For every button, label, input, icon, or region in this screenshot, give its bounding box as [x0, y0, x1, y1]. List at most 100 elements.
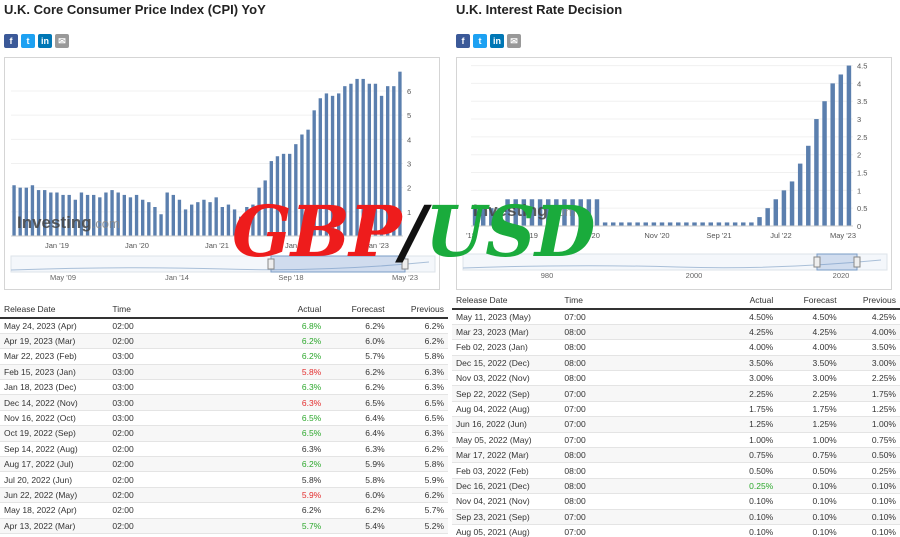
y-tick-label: 4.5	[857, 62, 867, 71]
chart-bar	[141, 199, 145, 236]
chart-bar	[24, 187, 28, 236]
forecast-cell: 1.25%	[777, 416, 841, 433]
actual-cell: 6.8%	[261, 318, 326, 334]
col-actual[interactable]: Actual	[261, 301, 326, 319]
table-row[interactable]: Feb 15, 2023 (Jan) 03:00 5.8% 6.2% 6.3%	[0, 364, 448, 381]
table-row[interactable]: Aug 04, 2022 (Aug) 07:00 1.75% 1.75% 1.25%	[452, 401, 900, 418]
table-row[interactable]: May 05, 2022 (May) 07:00 1.00% 1.00% 0.75%	[452, 432, 900, 449]
table-row[interactable]: Nov 16, 2022 (Oct) 03:00 6.5% 6.4% 6.5%	[0, 410, 448, 427]
chart-bar	[497, 208, 502, 226]
twitter-icon[interactable]: t	[21, 34, 35, 48]
actual-cell: 1.25%	[713, 416, 778, 433]
actual-cell: 5.8%	[261, 471, 326, 488]
previous-cell: 0.50%	[840, 447, 900, 464]
email-icon[interactable]: ✉	[507, 34, 521, 48]
facebook-icon[interactable]: f	[456, 34, 470, 48]
forecast-cell: 0.75%	[777, 447, 841, 464]
chart-bar	[602, 222, 608, 226]
table-row[interactable]: Feb 02, 2023 (Jan) 08:00 4.00% 4.00% 3.50%	[452, 339, 900, 356]
navigator-label: Jan '14	[165, 273, 189, 282]
y-tick-label: 3.5	[857, 97, 867, 106]
table-row[interactable]: May 18, 2022 (Apr) 02:00 6.2% 6.2% 5.7%	[0, 502, 448, 519]
chart-bar	[757, 217, 762, 226]
rate-chart[interactable]: 0 0.5 1 1.5 2 2.5 3 3.5 4 4.5 '18 '19 '20 Nov '20 Sep …	[456, 57, 892, 290]
table-row[interactable]: Nov 03, 2022 (Nov) 08:00 3.00% 3.00% 2.25%	[452, 370, 900, 387]
facebook-icon[interactable]: f	[4, 34, 18, 48]
table-row[interactable]: Feb 03, 2022 (Feb) 08:00 0.50% 0.50% 0.25%	[452, 462, 900, 479]
chart-bar	[324, 93, 329, 236]
chart-bar	[245, 207, 249, 236]
col-time[interactable]: Time	[108, 301, 262, 319]
forecast-cell: 0.10%	[777, 493, 841, 510]
time-cell: 08:00	[560, 478, 714, 495]
email-icon[interactable]: ✉	[55, 34, 69, 48]
y-tick-label: 5	[407, 111, 411, 120]
chart-bar	[159, 214, 163, 236]
table-row[interactable]: Jun 16, 2022 (Jun) 07:00 1.25% 1.25% 1.00%	[452, 416, 900, 433]
forecast-cell: 5.9%	[325, 456, 389, 473]
chart-bar	[177, 199, 182, 236]
col-release-date[interactable]: Release Date	[0, 301, 109, 319]
col-previous[interactable]: Previous	[840, 292, 900, 310]
cpi-panel: U.K. Core Consumer Price Index (CPI) YoY…	[0, 0, 448, 537]
chart-bar	[667, 222, 673, 226]
table-row[interactable]: Oct 19, 2022 (Sep) 02:00 6.5% 6.4% 6.3%	[0, 425, 448, 442]
table-row[interactable]: Aug 17, 2022 (Jul) 02:00 6.2% 5.9% 5.8%	[0, 456, 448, 473]
table-row[interactable]: Sep 23, 2021 (Sep) 07:00 0.10% 0.10% 0.10%	[452, 509, 900, 525]
table-row[interactable]: May 24, 2023 (Apr) 02:00 6.8% 6.2% 6.2%	[0, 318, 448, 334]
chart-bar	[513, 199, 518, 226]
table-row[interactable]: Dec 15, 2022 (Dec) 08:00 3.50% 3.50% 3.00%	[452, 355, 900, 372]
table-row[interactable]: Jan 18, 2023 (Dec) 03:00 6.3% 6.2% 6.3%	[0, 379, 448, 396]
release-date-cell: Sep 22, 2022 (Sep)	[452, 385, 561, 402]
table-row[interactable]: Aug 05, 2021 (Aug) 07:00 0.10% 0.10% 0.10%	[452, 524, 900, 537]
col-actual[interactable]: Actual	[713, 292, 778, 310]
chart-bar	[73, 199, 77, 236]
rate-table-body: May 11, 2023 (May) 07:00 4.50% 4.50% 4.25% Ma…	[452, 309, 900, 537]
chart-bar	[814, 119, 819, 226]
table-row[interactable]: Nov 04, 2021 (Nov) 08:00 0.10% 0.10% 0.10%	[452, 493, 900, 510]
previous-cell: 3.50%	[840, 339, 900, 356]
previous-cell: 6.2%	[388, 441, 448, 458]
table-row[interactable]: Jun 22, 2022 (May) 02:00 5.9% 6.0% 6.2%	[0, 487, 448, 504]
actual-cell: 6.2%	[261, 348, 326, 365]
actual-cell: 0.50%	[713, 462, 778, 479]
table-row[interactable]: Jul 20, 2022 (Jun) 02:00 5.8% 5.8% 5.9%	[0, 471, 448, 488]
table-row[interactable]: Mar 22, 2023 (Feb) 03:00 6.2% 5.7% 5.8%	[0, 348, 448, 365]
rate-chart-svg: 0 0.5 1 1.5 2 2.5 3 3.5 4 4.5 '18 '19 '20 Nov '20 Sep …	[462, 62, 888, 280]
actual-cell: 3.00%	[713, 370, 778, 387]
previous-cell: 5.8%	[388, 456, 448, 473]
linkedin-icon[interactable]: in	[38, 34, 52, 48]
col-forecast[interactable]: Forecast	[777, 292, 841, 310]
twitter-icon[interactable]: t	[473, 34, 487, 48]
col-previous[interactable]: Previous	[388, 301, 448, 319]
previous-cell: 4.25%	[840, 309, 900, 325]
col-release-date[interactable]: Release Date	[452, 292, 561, 310]
forecast-cell: 0.50%	[777, 462, 841, 479]
previous-cell: 6.3%	[388, 425, 448, 442]
table-row[interactable]: Mar 17, 2022 (Mar) 08:00 0.75% 0.75% 0.50%	[452, 447, 900, 464]
time-cell: 03:00	[108, 410, 262, 427]
table-row[interactable]: Apr 19, 2023 (Mar) 02:00 6.2% 6.0% 6.2%	[0, 333, 448, 350]
previous-cell: 0.25%	[840, 462, 900, 479]
table-row[interactable]: Apr 13, 2022 (Mar) 02:00 5.7% 5.4% 5.2%	[0, 518, 448, 534]
forecast-cell: 6.4%	[325, 425, 389, 442]
chart-bar	[190, 204, 194, 236]
chart-bar	[343, 86, 347, 237]
actual-cell: 0.10%	[713, 509, 778, 525]
col-forecast[interactable]: Forecast	[325, 301, 389, 319]
chart-bar	[288, 153, 292, 236]
table-row[interactable]: Mar 23, 2023 (Mar) 08:00 4.25% 4.25% 4.00%	[452, 324, 900, 341]
table-row[interactable]: Sep 22, 2022 (Sep) 07:00 2.25% 2.25% 1.75%	[452, 385, 900, 402]
table-row[interactable]: Dec 14, 2022 (Nov) 03:00 6.3% 6.5% 6.5%	[0, 394, 448, 411]
chart-bar	[643, 222, 648, 226]
table-row[interactable]: May 11, 2023 (May) 07:00 4.50% 4.50% 4.25%	[452, 309, 900, 325]
x-tick-label: Jan '22	[285, 241, 309, 250]
cpi-chart[interactable]: 1 2 3 4 5 6 Jan '19 Jan '20 Jan '21 Jan '22 Jan '2…	[4, 57, 440, 290]
release-date-cell: Nov 04, 2021 (Nov)	[452, 493, 561, 510]
chart-bar	[104, 192, 108, 236]
linkedin-icon[interactable]: in	[490, 34, 504, 48]
table-row[interactable]: Dec 16, 2021 (Dec) 08:00 0.25% 0.10% 0.10%	[452, 478, 900, 495]
chart-bar	[79, 192, 84, 236]
table-row[interactable]: Sep 14, 2022 (Aug) 02:00 6.3% 6.3% 6.2%	[0, 441, 448, 458]
col-time[interactable]: Time	[560, 292, 714, 310]
